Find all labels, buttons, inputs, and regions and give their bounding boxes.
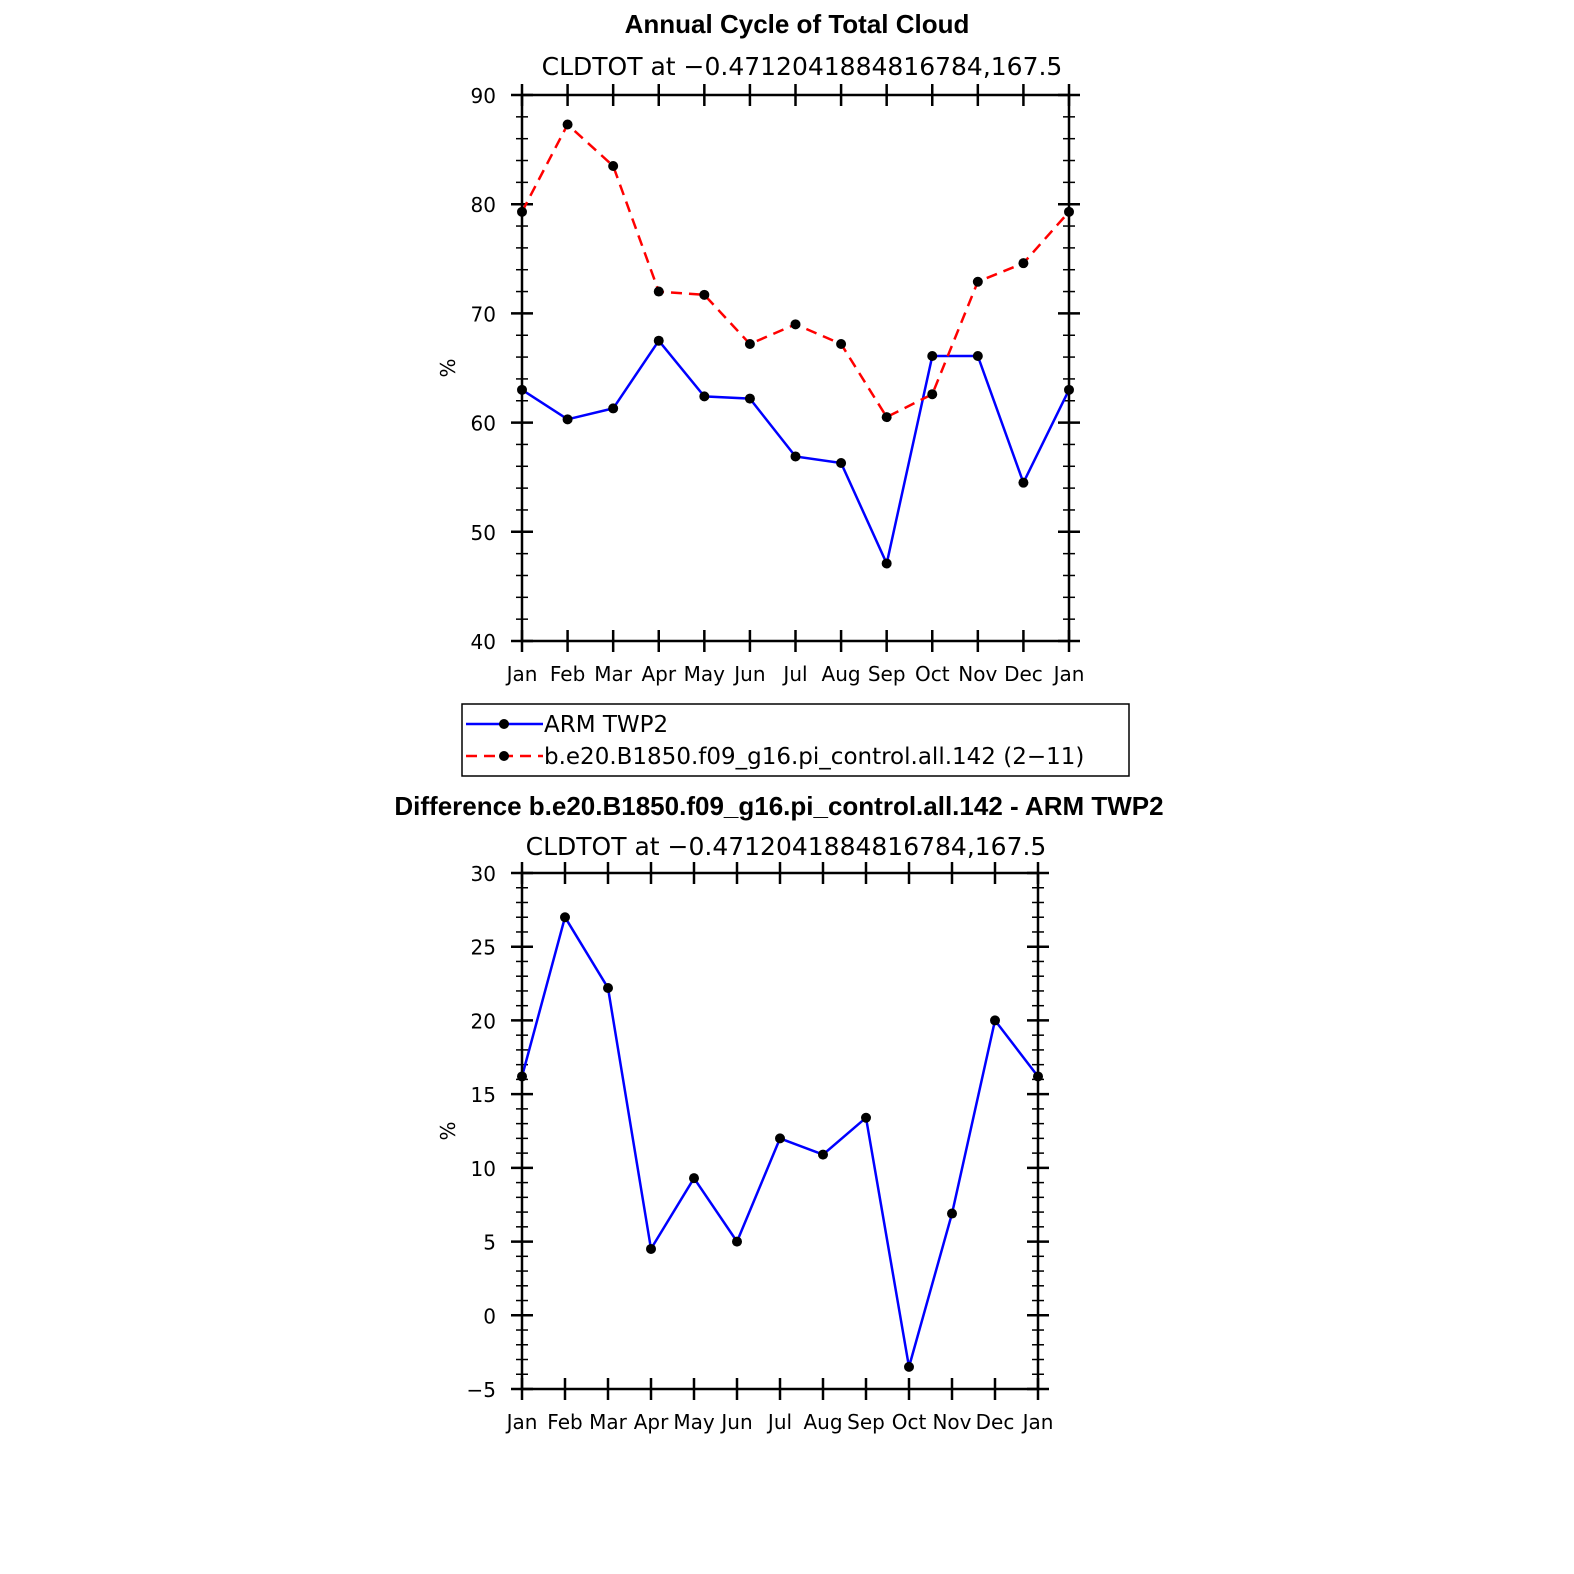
chart1-series-1-point	[972, 276, 983, 287]
chart2-xtick-label: Feb	[547, 1410, 582, 1434]
chart2-series-0-point	[775, 1133, 785, 1144]
chart1-series-0-point	[836, 458, 847, 469]
chart1-series-1-point	[608, 160, 619, 171]
legend-entry-arm: ARM TWP2	[544, 712, 668, 738]
chart1-ytick-label: 70	[471, 302, 496, 326]
chart1-xtick-label: Mar	[594, 662, 633, 686]
chart1-series-0-point	[653, 335, 664, 346]
chart1-series-0-point	[744, 393, 755, 404]
chart1-ytick-label: 40	[471, 630, 496, 654]
chart1-series-1-point	[836, 338, 847, 349]
chart1-series-0-point	[608, 403, 619, 414]
legend-marker-arm	[499, 719, 509, 729]
chart2-ytick-label: 5	[483, 1231, 496, 1255]
chart1-title: Annual Cycle of Total Cloud	[625, 9, 970, 39]
chart2-xtick-label: May	[673, 1410, 715, 1434]
chart1-ytick-label: 50	[471, 521, 496, 545]
legend-marker-model	[499, 751, 509, 761]
chart1-plot-frame	[520, 93, 1071, 643]
chart1-xtick-label: Jun	[732, 662, 765, 686]
chart2-title: Difference b.e20.B1850.f09_g16.pi_contro…	[394, 791, 1163, 821]
chart1-series-1-point	[927, 389, 938, 400]
chart1-x-tick-labels: Jan Feb Mar Apr May Jun Jul Aug Sep Oct Nov Dec Jan	[505, 662, 1085, 686]
chart1-series-1-point	[562, 119, 573, 130]
chart2-series-0-point	[947, 1208, 957, 1219]
chart2-xtick-label: Dec	[976, 1410, 1015, 1434]
chart2-x-tick-labels: Jan Feb Mar Apr May Jun Jul Aug Sep Oct Nov Dec Jan	[505, 1410, 1054, 1434]
chart1-xtick-label: Jan	[505, 662, 538, 686]
chart1-ticks	[511, 84, 1080, 652]
chart1-xtick-label: Apr	[641, 662, 676, 686]
chart2-series-0-point	[818, 1149, 828, 1160]
chart1-ytick-label: 80	[471, 193, 496, 217]
chart1-series-0-point	[790, 451, 801, 462]
chart2-series-0-point	[603, 982, 613, 993]
chart1-series-0-point	[1018, 477, 1029, 488]
chart1-series-1-point	[653, 286, 664, 297]
chart1-series-1-point	[1018, 258, 1029, 269]
chart1-xtick-label: Nov	[958, 662, 997, 686]
chart2-xtick-label: Aug	[803, 1410, 842, 1434]
chart2-xtick-label: Jan	[505, 1410, 538, 1434]
chart1-series-0-point	[881, 558, 892, 569]
chart1-series	[517, 119, 1074, 569]
chart2-xtick-label: Nov	[932, 1410, 971, 1434]
chart2-ytick-label: 10	[471, 1157, 496, 1181]
annual-cycle-chart: Annual Cycle of Total Cloud CLDTOT at −0…	[436, 9, 1084, 686]
chart2-ylabel: %	[436, 1121, 460, 1140]
chart2-ytick-label: 15	[471, 1083, 496, 1107]
chart2-xtick-label: Sep	[847, 1410, 885, 1434]
chart2-ytick-label: 0	[483, 1304, 496, 1328]
chart1-series-0-point	[927, 350, 938, 361]
chart2-series-0-point	[904, 1361, 914, 1372]
chart1-series-0-point	[972, 350, 983, 361]
chart1-y-tick-labels: 90 80 70 60 50 40	[471, 84, 496, 654]
chart1-series-0-point	[562, 414, 573, 425]
chart1-xtick-label: Oct	[915, 662, 950, 686]
chart1-ylabel: %	[436, 358, 460, 377]
chart1-series-1-point	[881, 412, 892, 423]
chart2-plot-frame	[520, 871, 1040, 1391]
legend-entry-model: b.e20.B1850.f09_g16.pi_control.all.142 (…	[544, 744, 1084, 770]
chart1-series-line-1	[520, 122, 1070, 419]
chart2-xtick-label: Oct	[892, 1410, 927, 1434]
chart1-legend: ARM TWP2 b.e20.B1850.f09_g16.pi_control.…	[461, 703, 1130, 777]
chart1-xtick-label: Aug	[822, 662, 861, 686]
chart2-ytick-label: −5	[467, 1378, 496, 1402]
chart1-ytick-label: 90	[471, 84, 496, 108]
chart1-series-1-point	[744, 338, 755, 349]
chart1-xtick-label: Sep	[868, 662, 906, 686]
chart2-series-0-point	[732, 1236, 742, 1247]
chart1-series-0-point	[699, 391, 710, 402]
chart1-xtick-label: Feb	[550, 662, 585, 686]
chart2-ytick-label: 30	[471, 862, 496, 886]
chart2-series-0-point	[861, 1112, 871, 1123]
chart2-series-0-point	[990, 1015, 1000, 1026]
chart1-xtick-label: Jan	[1052, 662, 1085, 686]
legend-box	[461, 703, 1130, 777]
chart2-xtick-label: Jan	[1021, 1410, 1054, 1434]
chart2-xtick-label: Jun	[719, 1410, 752, 1434]
chart1-series-1-point	[699, 289, 710, 300]
difference-chart: Difference b.e20.B1850.f09_g16.pi_contro…	[394, 791, 1163, 1434]
chart2-ytick-label: 25	[471, 936, 496, 960]
chart1-xtick-label: May	[684, 662, 726, 686]
chart2-series-0-point	[646, 1243, 656, 1254]
chart2-ticks	[511, 862, 1049, 1400]
chart2-series-0-point	[689, 1173, 699, 1184]
chart2-xtick-label: Jul	[766, 1410, 792, 1434]
chart2-ytick-label: 20	[471, 1009, 496, 1033]
chart2-subtitle: CLDTOT at −0.4712041884816784,167.5	[526, 832, 1047, 861]
chart2-xtick-label: Apr	[634, 1410, 669, 1434]
chart1-subtitle: CLDTOT at −0.4712041884816784,167.5	[542, 52, 1063, 81]
chart2-xtick-label: Mar	[589, 1410, 628, 1434]
chart1-xtick-label: Jul	[781, 662, 807, 686]
chart1-series-1-point	[790, 319, 801, 330]
chart2-series	[517, 912, 1043, 1372]
chart2-y-tick-labels: 30 25 20 15 10 5 0 −5	[467, 862, 496, 1402]
chart2-series-0-point	[560, 912, 570, 923]
chart1-ytick-label: 60	[471, 412, 496, 436]
chart1-xtick-label: Dec	[1004, 662, 1043, 686]
